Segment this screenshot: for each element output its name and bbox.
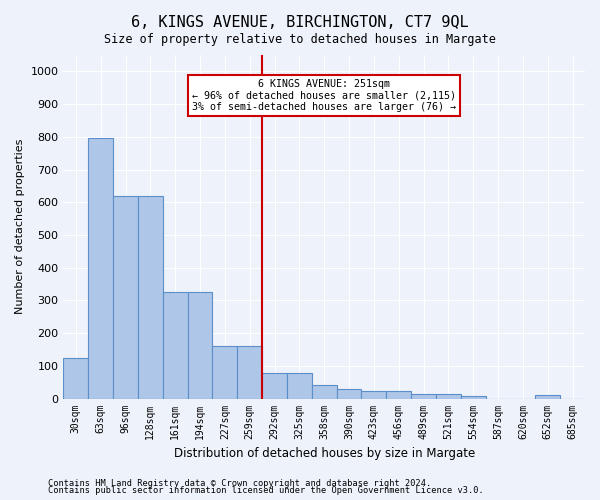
Bar — [361, 392, 386, 398]
Bar — [163, 292, 188, 399]
X-axis label: Distribution of detached houses by size in Margate: Distribution of detached houses by size … — [173, 447, 475, 460]
Bar — [188, 292, 212, 399]
Bar — [535, 396, 560, 398]
Bar — [237, 346, 262, 399]
Text: Contains HM Land Registry data © Crown copyright and database right 2024.: Contains HM Land Registry data © Crown c… — [48, 478, 431, 488]
Bar — [337, 390, 361, 398]
Bar — [113, 196, 138, 398]
Bar — [212, 346, 237, 399]
Bar — [312, 386, 337, 398]
Bar — [461, 396, 485, 398]
Text: 6 KINGS AVENUE: 251sqm
← 96% of detached houses are smaller (2,115)
3% of semi-d: 6 KINGS AVENUE: 251sqm ← 96% of detached… — [192, 79, 456, 112]
Bar — [411, 394, 436, 398]
Bar — [386, 392, 411, 398]
Bar — [436, 394, 461, 398]
Bar — [262, 373, 287, 398]
Text: 6, KINGS AVENUE, BIRCHINGTON, CT7 9QL: 6, KINGS AVENUE, BIRCHINGTON, CT7 9QL — [131, 15, 469, 30]
Bar — [287, 373, 312, 398]
Bar — [138, 196, 163, 398]
Bar — [88, 138, 113, 398]
Text: Size of property relative to detached houses in Margate: Size of property relative to detached ho… — [104, 32, 496, 46]
Y-axis label: Number of detached properties: Number of detached properties — [15, 139, 25, 314]
Text: Contains public sector information licensed under the Open Government Licence v3: Contains public sector information licen… — [48, 486, 484, 495]
Bar — [64, 358, 88, 399]
